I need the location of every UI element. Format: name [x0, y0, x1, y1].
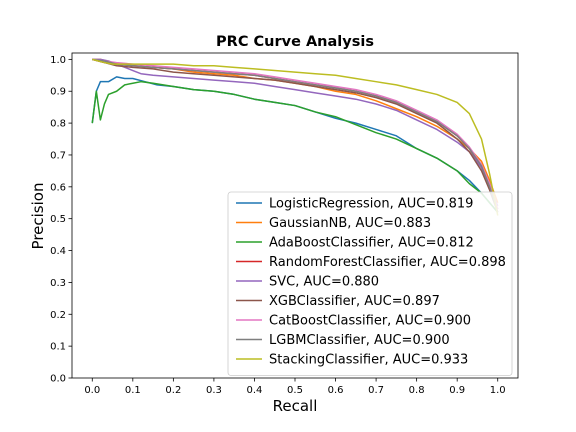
legend-entry-1: GaussianNB, AUC=0.883 [269, 216, 431, 231]
x-tick-label: 0.6 [328, 385, 344, 396]
legend-entry-0: LogisticRegression, AUC=0.819 [269, 197, 473, 212]
y-tick-label: 0.0 [50, 374, 66, 385]
x-tick-label: 0.4 [247, 385, 263, 396]
x-tick-label: 0.7 [368, 385, 384, 396]
x-tick-label: 0.9 [449, 385, 465, 396]
y-tick-label: 0.8 [50, 119, 66, 130]
x-tick-label: 0.5 [287, 385, 303, 396]
y-tick-label: 0.6 [50, 182, 66, 193]
y-tick-label: 0.5 [50, 214, 66, 225]
x-tick-label: 0.2 [165, 385, 181, 396]
chart-title: PRC Curve Analysis [216, 34, 374, 50]
y-tick-label: 0.4 [50, 246, 66, 257]
y-tick-label: 0.9 [50, 87, 66, 98]
series-line-8 [92, 58, 499, 216]
y-tick-label: 0.7 [50, 150, 66, 161]
y-tick-label: 0.2 [50, 310, 66, 321]
x-tick-label: 0.3 [206, 385, 222, 396]
legend-entry-7: LGBMClassifier, AUC=0.900 [269, 333, 450, 348]
legend-entry-3: RandomForestClassifier, AUC=0.898 [269, 255, 506, 270]
y-tick-label: 0.1 [50, 342, 66, 353]
legend-entry-4: SVC, AUC=0.880 [269, 275, 379, 290]
legend-entry-8: StackingClassifier, AUC=0.933 [269, 353, 468, 368]
x-tick-label: 0.1 [125, 385, 141, 396]
series-line-5 [92, 58, 499, 213]
legend-box [227, 191, 513, 376]
series-line-4 [92, 58, 499, 207]
y-tick-label: 0.3 [50, 278, 66, 289]
x-tick-label: 0.8 [409, 385, 425, 396]
x-tick-label: 0.0 [84, 385, 100, 396]
legend: LogisticRegression, AUC=0.819 GaussianNB,… [227, 191, 513, 376]
series-line-6 [92, 58, 499, 210]
x-axis-ticks: 0.0 0.1 0.2 0.3 0.4 0.5 0.6 0.7 0.8 0.9 1.0 [84, 378, 506, 396]
x-axis-label: Recall [273, 397, 318, 415]
legend-entry-2: AdaBoostClassifier, AUC=0.812 [269, 236, 474, 251]
y-axis-ticks: 0.0 0.1 0.2 0.3 0.4 0.5 0.6 0.7 0.8 0.9 1.0 [50, 55, 72, 385]
y-axis-label: Precision [29, 183, 47, 250]
legend-entry-5: XGBClassifier, AUC=0.897 [269, 294, 440, 309]
y-tick-label: 1.0 [50, 55, 66, 66]
series-line-7 [92, 58, 499, 213]
legend-entry-6: CatBoostClassifier, AUC=0.900 [269, 314, 471, 329]
series-line-1 [92, 58, 499, 204]
x-tick-label: 1.0 [490, 385, 506, 396]
series-line-2 [91, 80, 499, 213]
